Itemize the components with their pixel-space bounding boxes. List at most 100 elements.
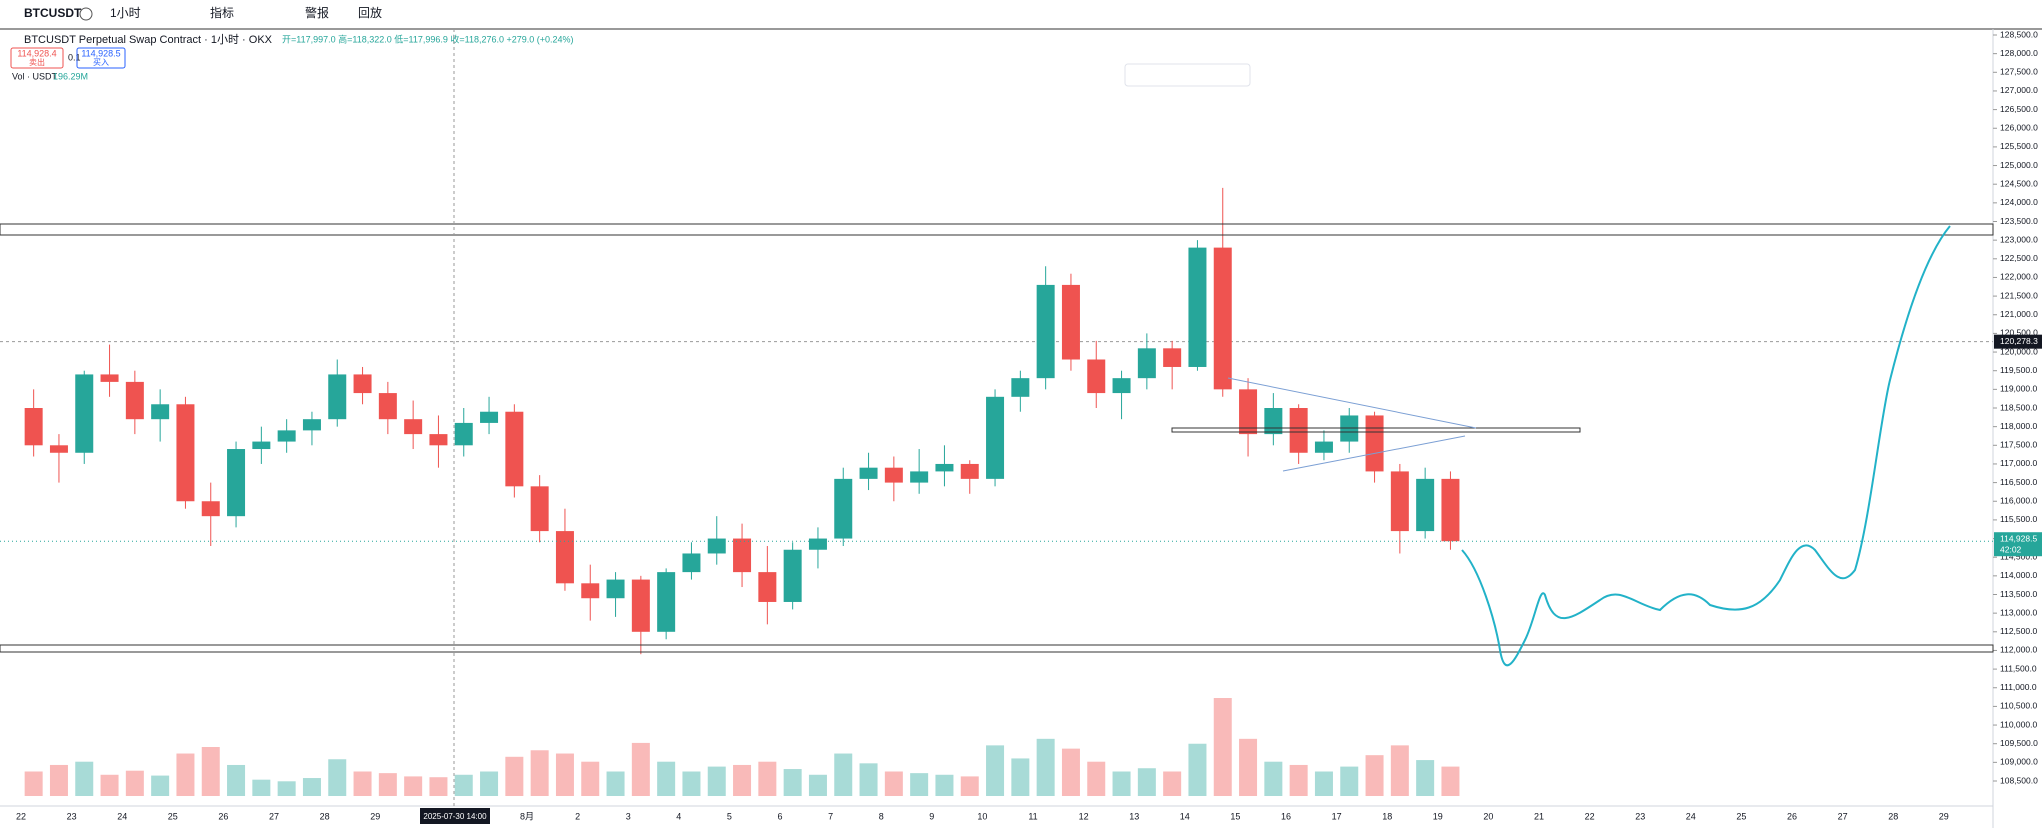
volume-bar	[201, 747, 220, 796]
buy-button[interactable]	[76, 47, 126, 69]
x-tick-label: 12	[1079, 811, 1089, 821]
x-tick-label: 8月	[520, 811, 534, 821]
volume-bar	[986, 745, 1005, 796]
volume-bar	[1264, 761, 1283, 796]
drawing-toolbar[interactable]	[1124, 63, 1251, 87]
y-tick-label: 121,500.0	[2000, 290, 2038, 300]
candle-body	[353, 374, 372, 394]
candle-body	[49, 445, 68, 453]
last-price-label: 114,928.5	[2000, 533, 2037, 543]
candle-body	[733, 538, 752, 573]
buy-label: 买入	[93, 58, 109, 67]
x-tick-label: 8	[879, 811, 884, 821]
candle-body	[910, 471, 929, 483]
volume-bar	[378, 773, 397, 796]
volume-bar	[1441, 766, 1460, 796]
volume-bar	[404, 776, 423, 796]
volume-bar	[75, 761, 94, 796]
x-tick-label: 4	[676, 811, 681, 821]
candle-body	[631, 579, 650, 632]
candle-body	[682, 553, 701, 573]
candle-body	[1441, 478, 1460, 542]
drawings	[0, 29, 1994, 806]
x-tick-label: 24	[117, 811, 127, 821]
candle-body	[227, 449, 246, 517]
alert[interactable]: 警报	[305, 5, 329, 20]
volume-bar	[808, 774, 827, 796]
volume-bar	[480, 771, 499, 796]
indicators[interactable]: 指标	[210, 5, 234, 20]
y-tick-label: 110,000.0	[2000, 719, 2037, 729]
candle-body	[935, 463, 954, 472]
volume-bar	[454, 774, 473, 796]
x-tick-label: 25	[1736, 811, 1746, 821]
y-tick-label: 111,500.0	[2000, 663, 2037, 673]
replay[interactable]: 回放	[358, 5, 382, 20]
resistance-zone	[0, 223, 1994, 236]
x-tick-label: 2	[575, 811, 580, 821]
candle-body	[302, 419, 321, 431]
crosshair-label: 2025-07-30 14:00	[423, 812, 487, 821]
candle-body	[252, 441, 271, 450]
candle-body	[1289, 408, 1308, 453]
volume-bar	[100, 774, 119, 796]
x-tick-label: 29	[370, 811, 380, 821]
volume-bar	[227, 764, 246, 796]
y-tick-label: 125,000.0	[2000, 160, 2038, 170]
symbol[interactable]: BTCUSDT	[24, 6, 82, 20]
volume-bar	[1112, 771, 1131, 796]
y-tick-label: 120,000.0	[2000, 346, 2038, 356]
y-tick-label: 113,500.0	[2000, 589, 2037, 599]
volume-bar	[555, 753, 574, 796]
candle-body	[151, 404, 170, 420]
x-tick-label: 18	[1382, 811, 1392, 821]
x-tick-label: 19	[1433, 811, 1443, 821]
volume-bar	[960, 776, 979, 796]
y-tick-label: 108,500.0	[2000, 775, 2038, 785]
triangle-bottom	[1282, 435, 1466, 472]
triangle-top	[1227, 377, 1477, 429]
candle-body	[1087, 359, 1106, 394]
y-tick-label: 117,500.0	[2000, 440, 2037, 450]
interval[interactable]: 1小时	[110, 6, 141, 20]
add-symbol[interactable]	[79, 7, 93, 21]
x-tick-label: 29	[1939, 811, 1949, 821]
candle-body	[1061, 284, 1080, 360]
sell-button[interactable]	[10, 47, 64, 69]
volume-bar	[1011, 758, 1030, 796]
candle-body	[201, 501, 220, 517]
volume-bar	[1163, 771, 1182, 796]
candle-body	[429, 434, 448, 446]
candle-body	[555, 531, 574, 584]
volume-bar	[783, 769, 802, 796]
x-tick-label: 23	[67, 811, 77, 821]
support-zone	[0, 644, 1994, 653]
candle-body	[75, 374, 94, 453]
volume-bar	[328, 759, 347, 796]
volume-bar	[935, 774, 954, 796]
candle-body	[378, 393, 397, 420]
candle-body	[1163, 348, 1182, 367]
volume-bar	[277, 781, 296, 796]
volume-bar	[581, 761, 600, 796]
y-tick-label: 127,500.0	[2000, 67, 2038, 77]
volume-bar	[429, 777, 448, 796]
toolbar	[0, 0, 2042, 28]
x-tick-label: 7	[828, 811, 833, 821]
vol-value: 196.29M	[53, 71, 88, 81]
countdown: 42:02	[2000, 544, 2022, 554]
volume-bar	[1239, 738, 1258, 796]
candle-body	[24, 408, 43, 446]
volume-bar	[606, 771, 625, 796]
y-tick-label: 118,000.0	[2000, 421, 2037, 431]
y-tick-label: 122,500.0	[2000, 253, 2038, 263]
x-tick-label: 23	[1635, 811, 1645, 821]
volume-bar	[707, 766, 726, 796]
volume-bar	[505, 756, 524, 796]
volume-bar	[682, 771, 701, 796]
y-tick-label: 109,000.0	[2000, 757, 2038, 767]
sell-label: 卖出	[29, 57, 45, 67]
volume-bar	[1390, 745, 1409, 796]
